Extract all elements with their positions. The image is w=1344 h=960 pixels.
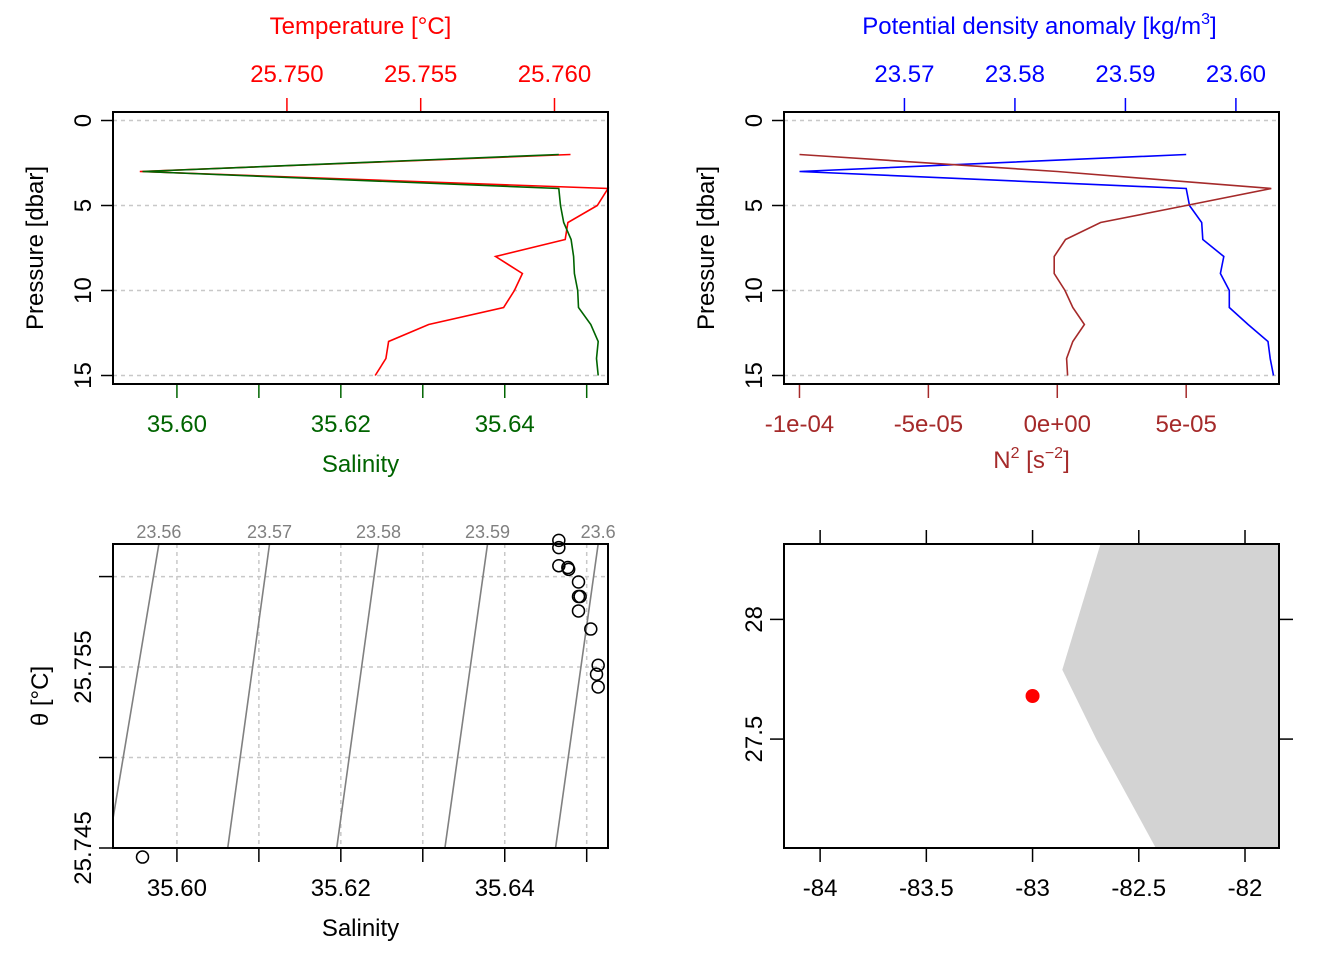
isopycnal-line (226, 544, 271, 848)
top-tick-label: 25.760 (518, 61, 591, 88)
series-line-bottom (142, 153, 600, 376)
ts-point (552, 540, 566, 555)
bottom-axis-title-main: N (993, 447, 1010, 474)
bottom-axis-title: N2 [s−2] (993, 445, 1070, 474)
top-axis-title: Potential density anomaly [kg/m3] (862, 11, 1216, 40)
series-line-top (799, 153, 1275, 376)
x-axis-label: Salinity (322, 915, 399, 942)
bottom-tick-label: 35.62 (311, 411, 371, 438)
x-tick-label: -83.5 (899, 875, 954, 902)
isopycnal-line (335, 544, 380, 848)
y-tick-label: 25.745 (70, 811, 97, 884)
y-tick-label: 15 (741, 362, 768, 389)
panel-ts-diagram: 23.56 23.57 23.58 23.59 23.6 35.60 35.62 35.64 2… (27, 522, 616, 942)
series-line-bottom (799, 153, 1272, 376)
top-tick-label: 23.57 (874, 61, 934, 88)
panel-temperature-salinity: 0 5 10 15 Pressure [dbar] 25.750 25.755 25.760 3… (22, 61, 610, 438)
y-tick-label: 0 (70, 114, 97, 127)
ts-point (561, 562, 576, 577)
y-tick-label: 28 (741, 606, 768, 633)
top-axis-title-end: ] (1210, 13, 1217, 40)
ts-point (591, 658, 605, 672)
ts-point (552, 533, 566, 548)
top-tick-label: 23.60 (1206, 61, 1266, 88)
ts-point (584, 622, 598, 636)
bottom-axis-title-end: ] (1063, 447, 1070, 474)
x-tick-label: -82 (1228, 875, 1263, 902)
bottom-tick-label: -1e-04 (765, 411, 834, 438)
x-tick-label: -84 (803, 875, 838, 902)
isopycnal-label: 23.57 (247, 522, 292, 542)
panel-density-n2: 0 5 10 15 Pressure [dbar] 23.57 23.58 23.59 23.6… (693, 61, 1279, 438)
bottom-tick-label: 0e+00 (1024, 411, 1091, 438)
ts-point (571, 575, 586, 589)
top-tick-label: 23.58 (985, 61, 1045, 88)
panel-ts-diagram-frame (112, 543, 609, 849)
x-tick-label: 35.64 (475, 875, 535, 902)
ts-point (573, 589, 587, 604)
top-axis-title-main: Potential density anomaly [kg/m (862, 13, 1201, 40)
panel-density-n2-frame (783, 111, 1280, 385)
y-axis-label: Pressure [dbar] (22, 166, 49, 330)
panel-temperature-salinity-frame (112, 111, 609, 385)
isopycnal-label: 23.58 (356, 522, 401, 542)
y-tick-label: 25.755 (70, 630, 97, 703)
bottom-tick-label: -5e-05 (894, 411, 963, 438)
x-tick-label: -83 (1015, 875, 1050, 902)
top-axis-title-sup: 3 (1201, 11, 1210, 28)
top-tick-label: 25.755 (384, 61, 457, 88)
y-tick-label: 27.5 (741, 716, 768, 763)
y-tick-label: 10 (70, 277, 97, 304)
bottom-axis-title-sup: 2 (1011, 445, 1020, 462)
bottom-tick-label: 35.60 (147, 411, 207, 438)
y-axis-label: Pressure [dbar] (693, 166, 720, 330)
x-tick-label: -82.5 (1111, 875, 1166, 902)
x-tick-label: 35.62 (311, 875, 371, 902)
top-axis-title: Temperature [°C] (270, 13, 452, 40)
bottom-tick-label: 35.64 (475, 411, 535, 438)
y-tick-label: 10 (741, 277, 768, 304)
bottom-axis-title-mid: [s (1019, 447, 1044, 474)
isopycnal-label: 23.6 (581, 522, 616, 542)
bottom-axis-title: Salinity (322, 451, 399, 478)
y-tick-label: 0 (741, 114, 768, 127)
ts-point (135, 850, 150, 864)
ts-point (591, 680, 605, 694)
top-tick-label: 25.750 (250, 61, 323, 88)
isopycnal-line (554, 544, 599, 848)
land-polygon (1062, 544, 1279, 848)
isopycnal-group (113, 544, 599, 848)
panel-station-map-frame (783, 543, 1280, 849)
isopycnal-line (444, 544, 489, 848)
isopycnal-label: 23.59 (465, 522, 510, 542)
y-tick-label: 5 (741, 199, 768, 212)
ts-point (589, 667, 604, 682)
x-tick-label: 35.60 (147, 875, 207, 902)
y-axis-label: θ [°C] (27, 666, 54, 726)
bottom-axis-title-sup2: −2 (1045, 445, 1063, 462)
series-line-top (139, 153, 610, 376)
bottom-tick-label: 5e-05 (1155, 411, 1216, 438)
y-tick-label: 15 (70, 362, 97, 389)
top-tick-label: 23.59 (1095, 61, 1155, 88)
ts-point (571, 604, 586, 618)
y-tick-label: 5 (70, 199, 97, 212)
isopycnal-label: 23.56 (136, 522, 181, 542)
isopycnal-line (113, 544, 160, 824)
panel-station-map: -84 -83.5 -83 -82.5 -82 27.5 28 (741, 530, 1293, 902)
station-marker (1025, 689, 1040, 703)
